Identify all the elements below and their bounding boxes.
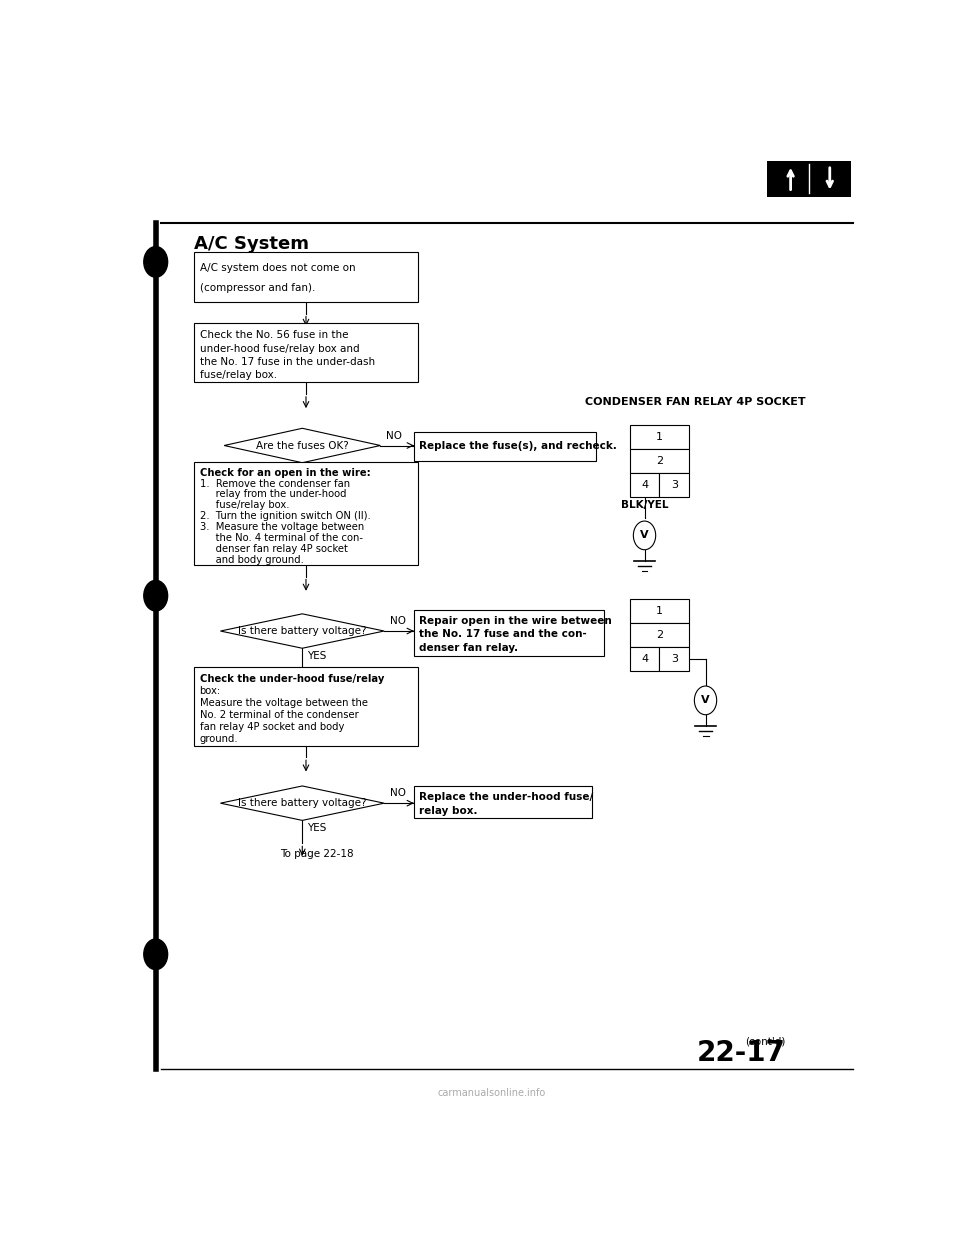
Text: box:: box: <box>200 686 221 696</box>
Text: 1.  Remove the condenser fan: 1. Remove the condenser fan <box>200 478 349 488</box>
Text: and body ground.: and body ground. <box>200 555 303 565</box>
Text: relay box.: relay box. <box>420 806 477 816</box>
Text: Measure the voltage between the: Measure the voltage between the <box>200 698 368 708</box>
Text: YES: YES <box>307 823 326 833</box>
Text: fuse/relay box.: fuse/relay box. <box>200 370 276 380</box>
Text: BLK/YEL: BLK/YEL <box>621 501 668 510</box>
Text: Replace the fuse(s), and recheck.: Replace the fuse(s), and recheck. <box>420 441 617 451</box>
Bar <box>630 450 689 473</box>
Text: Repair open in the wire between: Repair open in the wire between <box>420 616 612 626</box>
Text: fuse/relay box.: fuse/relay box. <box>200 501 289 510</box>
Bar <box>630 473 660 497</box>
Text: denser fan relay 4P socket: denser fan relay 4P socket <box>200 544 348 554</box>
Text: ground.: ground. <box>200 734 238 744</box>
Text: 2.  Turn the ignition switch ON (II).: 2. Turn the ignition switch ON (II). <box>200 512 371 522</box>
Bar <box>660 473 689 497</box>
Text: No. 2 terminal of the condenser: No. 2 terminal of the condenser <box>200 710 358 720</box>
Text: V: V <box>640 530 649 540</box>
Text: the No. 4 terminal of the con-: the No. 4 terminal of the con- <box>200 533 363 543</box>
Text: fan relay 4P socket and body: fan relay 4P socket and body <box>200 723 344 733</box>
Text: 3.  Measure the voltage between: 3. Measure the voltage between <box>200 522 364 532</box>
Text: (cont'd): (cont'd) <box>746 1036 786 1046</box>
Circle shape <box>144 247 168 277</box>
Text: A/C system does not come on: A/C system does not come on <box>200 263 355 273</box>
Text: NO: NO <box>390 789 406 799</box>
Bar <box>194 462 418 565</box>
Circle shape <box>144 939 168 970</box>
Text: CONDENSER FAN RELAY 4P SOCKET: CONDENSER FAN RELAY 4P SOCKET <box>585 397 805 407</box>
Text: denser fan relay.: denser fan relay. <box>420 643 518 653</box>
Bar <box>194 667 418 745</box>
Text: Check the No. 56 fuse in the: Check the No. 56 fuse in the <box>200 330 348 340</box>
Text: Is there battery voltage?: Is there battery voltage? <box>238 626 367 636</box>
Bar <box>630 623 689 647</box>
Text: 3: 3 <box>671 481 678 491</box>
Text: Check the under-hood fuse/relay: Check the under-hood fuse/relay <box>200 674 384 684</box>
Text: 2: 2 <box>656 456 663 466</box>
Bar <box>414 432 596 461</box>
Text: 1: 1 <box>656 606 663 616</box>
Polygon shape <box>221 614 384 648</box>
Text: under-hood fuse/relay box and: under-hood fuse/relay box and <box>200 344 359 354</box>
Text: Check for an open in the wire:: Check for an open in the wire: <box>200 468 371 478</box>
Text: relay from the under-hood: relay from the under-hood <box>200 489 347 499</box>
Text: NO: NO <box>386 431 402 441</box>
Text: YES: YES <box>307 651 326 661</box>
Text: Replace the under-hood fuse/: Replace the under-hood fuse/ <box>420 791 593 801</box>
Text: 4: 4 <box>641 481 648 491</box>
Bar <box>630 600 689 623</box>
Text: Is there battery voltage?: Is there battery voltage? <box>238 799 367 809</box>
Text: (compressor and fan).: (compressor and fan). <box>200 283 315 293</box>
Text: A/C System: A/C System <box>194 235 309 253</box>
Bar <box>414 610 604 656</box>
Text: carmanualsonline.info: carmanualsonline.info <box>438 1088 546 1098</box>
Text: V: V <box>701 696 709 705</box>
Text: the No. 17 fuse and the con-: the No. 17 fuse and the con- <box>420 630 587 640</box>
Text: Are the fuses OK?: Are the fuses OK? <box>256 441 348 451</box>
Bar <box>767 160 851 196</box>
Polygon shape <box>221 786 384 821</box>
Bar <box>194 252 418 302</box>
Text: NO: NO <box>390 616 406 626</box>
Bar <box>660 647 689 671</box>
Bar <box>630 647 660 671</box>
Text: 4: 4 <box>641 655 648 664</box>
Text: 2: 2 <box>656 631 663 641</box>
Text: the No. 17 fuse in the under-dash: the No. 17 fuse in the under-dash <box>200 356 374 366</box>
Text: 22-17: 22-17 <box>697 1040 786 1067</box>
Text: To page 22-18: To page 22-18 <box>280 850 353 859</box>
Text: 3: 3 <box>671 655 678 664</box>
Bar <box>630 426 689 450</box>
Circle shape <box>694 686 717 714</box>
Circle shape <box>144 580 168 611</box>
Circle shape <box>634 522 656 550</box>
Text: 1: 1 <box>656 432 663 442</box>
Bar <box>194 323 418 383</box>
Text: YES: YES <box>307 466 326 476</box>
Polygon shape <box>225 428 380 463</box>
Bar <box>414 786 592 818</box>
